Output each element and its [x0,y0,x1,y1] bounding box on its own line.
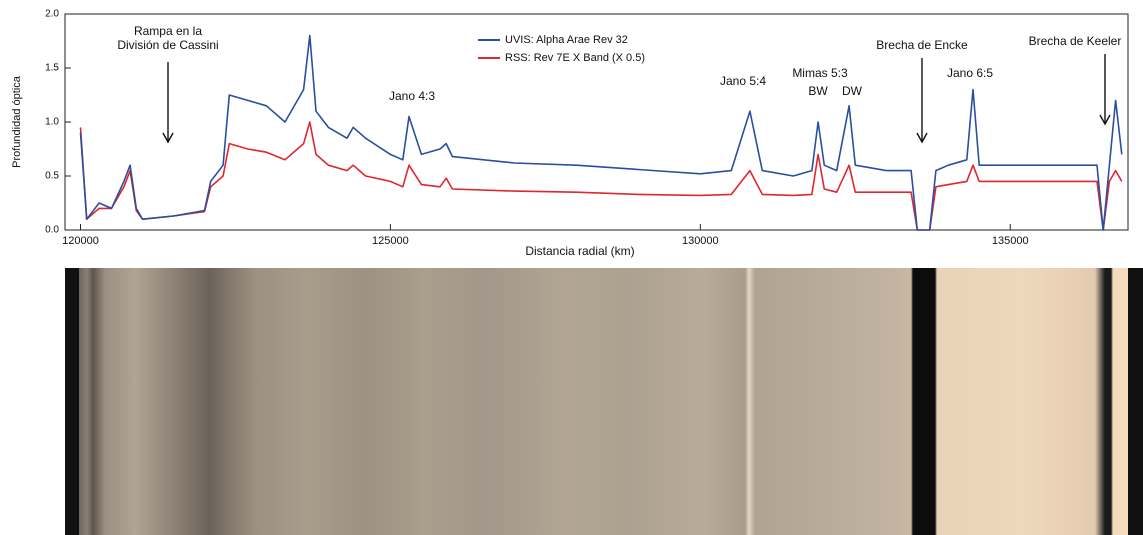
x-axis-label: Distancia radial (km) [525,244,634,258]
y-tick-label: 0.5 [45,171,59,182]
annotation: Jano 5:4 [720,74,766,88]
annotation: Rampa en la [134,24,202,38]
series-line [79,34,1123,231]
x-tick-label: 120000 [62,235,99,247]
plot-frame [64,13,1129,231]
annotation: BW [808,84,828,98]
ring-image [65,268,1143,535]
x-tick-label: 135000 [992,235,1029,247]
arrow-head [916,132,928,144]
legend-label: RSS: Rev 7E X Band (X 0.5) [505,52,645,64]
annotation: Brecha de Keeler [1029,34,1122,48]
annotation: Mimas 5:3 [792,66,848,80]
y-tick-label: 1.5 [45,63,59,74]
annotation: Brecha de Encke [876,38,968,52]
annotation: División de Cassini [117,38,218,52]
y-tick-label: 2.0 [45,9,59,20]
annotation: Jano 6:5 [947,66,993,80]
y-tick-label: 1.0 [45,117,59,128]
arrow-head [162,132,174,144]
x-tick-label: 125000 [372,235,409,247]
series-line [79,121,1123,231]
chart: Profundidad óptica Distancia radial (km)… [11,9,1129,258]
y-tick-label: 0.0 [45,225,59,236]
y-axis-label: Profundidad óptica [11,75,23,168]
arrow-head [1099,114,1111,126]
legend-label: UVIS: Alpha Arae Rev 32 [505,34,628,46]
annotation: Jano 4:3 [389,89,435,103]
x-tick-label: 130000 [682,235,719,247]
annotation: DW [842,84,863,98]
